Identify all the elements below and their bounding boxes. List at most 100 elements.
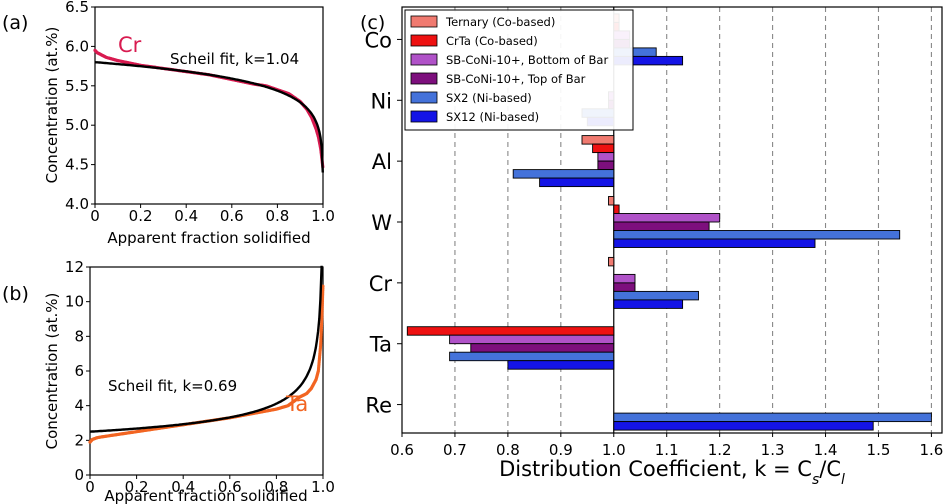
panel-b: (b) 0 2 4 6 8 10 12 0 0.2 0.4 0.6 0.8 1.0 Ta Scheil… (2, 258, 335, 504)
bar (406, 326, 615, 336)
panel-b-frame (89, 266, 324, 476)
bar (613, 213, 721, 223)
panel-a-y-axis-label: Concentration (at.%) (43, 27, 61, 184)
legend-swatch (410, 91, 438, 104)
category-label: W (371, 211, 392, 235)
category-label: Ta (369, 333, 392, 357)
x-tick-label: 0.2 (125, 478, 149, 496)
panel-b-x-ticks: 0 0.2 0.4 0.6 0.8 1.0 (85, 475, 335, 496)
y-tick-label: 8 (74, 327, 84, 345)
y-tick-label: 6.0 (65, 37, 89, 55)
x-tick-label: 0.4 (171, 478, 195, 496)
x-tick-label: 1.4 (814, 441, 838, 459)
legend-swatch (410, 72, 438, 85)
bar (597, 160, 615, 171)
panel-a-y-ticks: 4.0 4.5 5.0 5.5 6.0 6.5 (65, 0, 95, 213)
bar (613, 230, 901, 240)
panel-b-label: (b) (2, 283, 29, 305)
x-tick-label: 0.9 (549, 441, 573, 459)
panel-c-label: (c) (360, 12, 385, 34)
y-tick-label: 5.5 (65, 77, 89, 95)
bar (613, 282, 636, 292)
x-tick-label: 0 (85, 478, 95, 496)
x-tick-label: 0.7 (443, 441, 467, 459)
x-tick-label: 0 (90, 207, 100, 225)
category-label: Co (364, 28, 392, 52)
panel-a-fit-label: Scheil fit, k=1.04 (170, 50, 299, 68)
legend-swatch (410, 15, 438, 28)
y-tick-label: 2 (74, 431, 84, 449)
x-tick-label: 1.0 (311, 478, 335, 496)
y-tick-label: 0 (74, 466, 84, 484)
x-tick-label: 1.5 (867, 441, 891, 459)
bar (613, 290, 699, 301)
y-tick-label: 4 (74, 397, 84, 415)
bar (470, 343, 615, 353)
x-tick-label: 0.8 (496, 441, 520, 459)
bar (608, 196, 615, 206)
panel-a: (a) 4.04.55.05.56.06.5 0 0.2 0.4 0.6 0.8 1.0 … (2, 0, 335, 247)
bar (507, 360, 615, 370)
x-tick-label: 1.6 (919, 441, 943, 459)
panel-b-x-axis-label: Apparent fraction solidified (104, 487, 307, 504)
panel-a-frame (94, 6, 324, 205)
y-tick-label: 12 (65, 258, 84, 276)
category-label: Cr (369, 272, 393, 296)
x-tick-label: 0.6 (220, 207, 244, 225)
bar (613, 421, 874, 431)
x-tick-label: 1.2 (708, 441, 732, 459)
bar (597, 152, 615, 162)
bar (608, 256, 615, 267)
y-tick-label: 4.0 (65, 195, 89, 213)
y-tick-label: 5.0 (65, 116, 89, 134)
legend-frame (404, 9, 634, 131)
y-tick-label: 10 (65, 293, 84, 311)
y-tick-label: 6 (74, 362, 84, 380)
panel-c-x-axis-label: Distribution Coefficient, k = Cs/Cl (499, 457, 845, 488)
bar (613, 221, 710, 231)
category-label: Re (365, 394, 392, 418)
x-tick-label: 1.1 (655, 441, 679, 459)
x-tick-label: 0.6 (218, 478, 242, 496)
panel-a-x-axis-label: Apparent fraction solidified (107, 229, 310, 247)
legend-swatch (410, 53, 438, 66)
panel-c-x-ticks: 0.6 0.7 0.8 0.9 1.0 1.1 1.2 1.3 1.4 1.5 1.6 (390, 433, 943, 459)
panel-c-legend: Ternary (Co-based) CrTa (Co-based) SB-CoNi… (404, 9, 634, 131)
panel-a-x-ticks: 0 0.2 0.4 0.6 0.8 1.0 (90, 204, 335, 225)
legend-entry: SX12 (Ni-based) (446, 110, 539, 124)
panel-c: (c) Co Ni Al W Cr Ta Re 0.6 0.7 0.8 0.9 1.0 1.1 1.2 1… (360, 6, 943, 488)
panel-a-scheil-fit-curve (94, 61, 324, 173)
legend-entry: SB-CoNi-10+, Bottom of Bar (446, 53, 608, 67)
x-tick-label: 0.8 (265, 207, 289, 225)
bar (449, 351, 615, 362)
measured-point (321, 284, 325, 288)
legend-swatch (410, 34, 438, 47)
x-tick-label: 0.8 (264, 478, 288, 496)
legend-swatch (410, 110, 438, 123)
legend-entry: Ternary (Co-based) (445, 15, 555, 29)
panel-b-y-axis-label: Concentration (at.%) (43, 293, 61, 450)
bar (613, 273, 636, 284)
x-tick-label: 0.6 (390, 441, 414, 459)
panel-b-scheil-fit-curve (89, 265, 323, 433)
bar (613, 204, 620, 214)
panel-b-y-ticks: 0 2 4 6 8 10 12 (65, 258, 90, 484)
bar (539, 177, 615, 188)
x-tick-label: 0.2 (129, 207, 153, 225)
panel-a-label: (a) (2, 12, 28, 34)
panel-a-series-label: Cr (118, 33, 142, 57)
legend-entry: SX2 (Ni-based) (446, 91, 532, 105)
x-tick-label: 1.3 (761, 441, 785, 459)
x-tick-label: 1.0 (311, 207, 335, 225)
panel-b-fit-label: Scheil fit, k=0.69 (108, 377, 237, 395)
bar (449, 334, 615, 345)
bar (581, 135, 615, 145)
panel-b-measured-points (88, 284, 325, 444)
category-label: Al (372, 150, 392, 174)
panel-c-frame (401, 6, 943, 434)
legend-entry: SB-CoNi-10+, Top of Bar (446, 72, 586, 86)
panel-c-category-labels: Co Ni Al W Cr Ta Re (364, 28, 402, 418)
panel-b-series-label: Ta (285, 392, 308, 416)
category-label: Ni (370, 89, 392, 113)
